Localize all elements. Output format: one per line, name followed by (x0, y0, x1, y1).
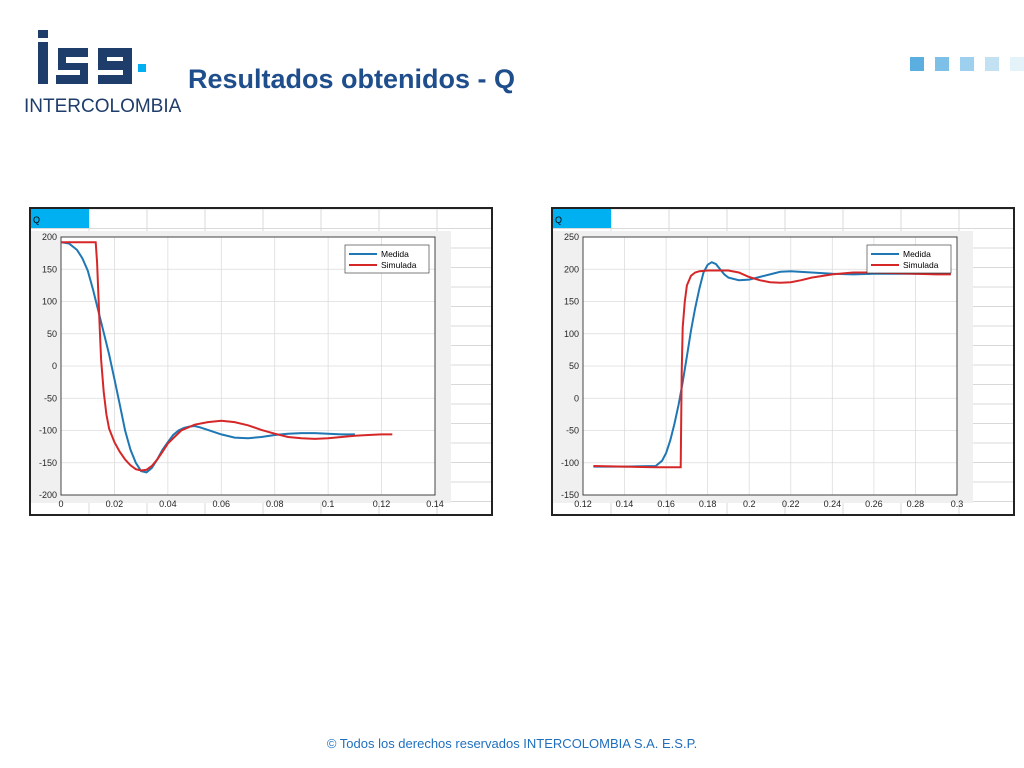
tab-box (31, 209, 89, 228)
plot-frame (60, 236, 436, 496)
y-tick-label: -150 (39, 458, 57, 468)
x-tick-label: 0.08 (266, 499, 284, 509)
decorative-squares (910, 57, 1024, 71)
chart-1: Q 0 0.02 0.04 0.06 0.08 0.1 0.12 0.14 200 150 100 50… (31, 209, 491, 514)
y-tick-label: 0 (52, 361, 57, 371)
x-tick-label: 0.06 (213, 499, 231, 509)
y-tick-label: 100 (564, 329, 579, 339)
series-line-simulada (593, 269, 951, 469)
isa-logo (38, 30, 146, 84)
y-tick-label: -50 (44, 393, 57, 403)
y-tick-label: 250 (564, 232, 579, 242)
x-tick-label: 0.12 (373, 499, 391, 509)
y-tick-label: -50 (566, 426, 579, 436)
y-tick-label: 200 (564, 264, 579, 274)
legend-label: Simulada (381, 260, 417, 270)
plot-frame (582, 236, 958, 496)
logo-text: INTERCOLOMBIA (24, 96, 182, 117)
legend-label: Simulada (903, 260, 939, 270)
y-tick-label: 50 (569, 361, 579, 371)
y-tick-label: -100 (561, 458, 579, 468)
x-tick-label: 0 (58, 499, 63, 509)
chart-2: Q 0.12 0.14 0.16 0.18 0.2 0.22 0.24 0.26 0.28 0.3 2… (553, 209, 1013, 514)
x-tick-label: 0.16 (657, 499, 675, 509)
x-tick-label: 0.22 (782, 499, 800, 509)
y-tick-label: 200 (42, 232, 57, 242)
legend-box (344, 244, 430, 274)
footer-copyright: © Todos los derechos reservados INTERCOL… (326, 736, 698, 751)
page-title: Resultados obtenidos - Q (188, 64, 516, 94)
x-tick-label: 0.26 (865, 499, 883, 509)
x-tick-label: 0.14 (616, 499, 634, 509)
x-tick-label: 0.2 (743, 499, 756, 509)
tab-label: Q (33, 215, 40, 225)
series-line-simulada (61, 241, 393, 472)
y-tick-label: -200 (39, 490, 57, 500)
x-tick-label: 0.14 (426, 499, 444, 509)
y-tick-label: -100 (39, 426, 57, 436)
y-tick-label: 150 (42, 264, 57, 274)
legend-box (866, 244, 952, 274)
x-tick-label: 0.02 (106, 499, 124, 509)
x-tick-label: 0.1 (322, 499, 335, 509)
y-tick-label: 0 (574, 393, 579, 403)
x-tick-label: 0.24 (824, 499, 842, 509)
x-tick-label: 0.18 (699, 499, 717, 509)
tab-label: Q (555, 215, 562, 225)
x-tick-label: 0.12 (574, 499, 592, 509)
tab-box (553, 209, 611, 228)
y-tick-label: 100 (42, 297, 57, 307)
x-tick-label: 0.3 (951, 499, 964, 509)
x-tick-label: 0.28 (907, 499, 925, 509)
legend-label: Medida (381, 249, 409, 259)
y-tick-label: 150 (564, 297, 579, 307)
y-tick-label: 50 (47, 329, 57, 339)
y-tick-label: -150 (561, 490, 579, 500)
chart-panel-2: Q 0.12 0.14 0.16 0.18 0.2 0.22 0.24 0.26 0.28 0.3 2… (551, 207, 1015, 516)
legend-label: Medida (903, 249, 931, 259)
chart-panel-1: Q 0 0.02 0.04 0.06 0.08 0.1 0.12 0.14 200 150 100 50… (29, 207, 493, 516)
x-tick-label: 0.04 (159, 499, 177, 509)
